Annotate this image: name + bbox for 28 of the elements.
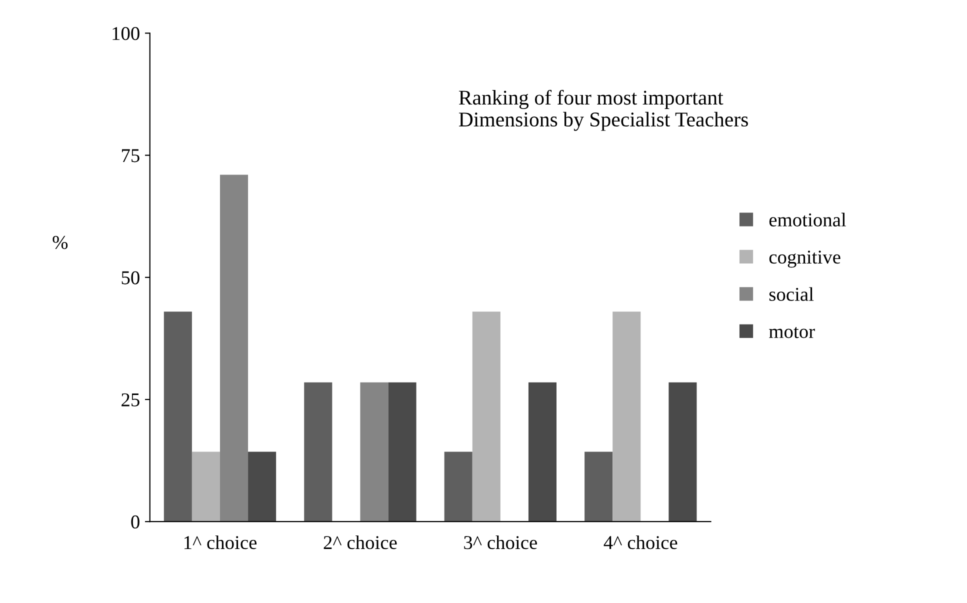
bar — [528, 382, 557, 522]
x-tick-label: 3^ choice — [464, 535, 537, 550]
y-axis-title: % — [52, 236, 68, 250]
bar — [248, 452, 276, 522]
y-tick-label: 25 — [122, 393, 140, 406]
legend-label: cognitive — [769, 250, 840, 268]
bar — [164, 312, 192, 522]
bar — [584, 452, 613, 522]
bar — [192, 452, 220, 522]
bar — [472, 312, 500, 522]
y-tick-label: 0 — [131, 515, 140, 529]
legend-label: emotional — [769, 212, 846, 226]
bar — [388, 382, 416, 522]
bar — [304, 382, 332, 522]
bar — [360, 382, 388, 522]
legend-label: motor — [769, 326, 815, 338]
bar — [612, 312, 641, 522]
x-tick-label: 1^ choice — [184, 535, 257, 550]
bar — [444, 452, 472, 522]
y-tick-label: 50 — [122, 271, 140, 284]
text: Ranking of four most important Dimensions by Specialist Teachers — [458, 90, 748, 131]
x-tick-label: 2^ choice — [324, 535, 397, 550]
x-tick-label: 4^ choice — [604, 535, 678, 550]
y-tick-label: 100 — [112, 26, 140, 40]
bar — [668, 382, 697, 522]
legend-label: social — [769, 287, 814, 301]
y-tick-label: 75 — [122, 149, 140, 162]
bar — [220, 174, 248, 522]
